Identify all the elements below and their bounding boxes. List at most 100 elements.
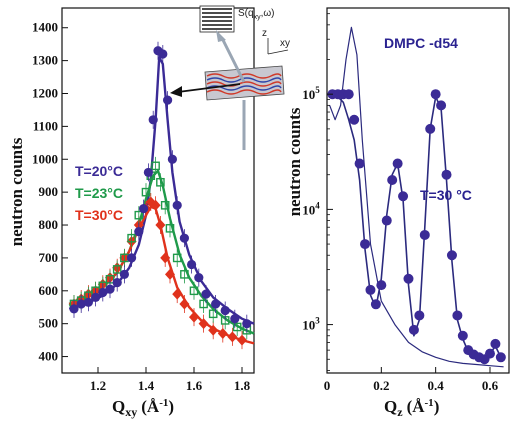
left-point-t20 (134, 227, 144, 237)
left-point-t30 (150, 199, 161, 211)
left-y-tick-label: 1100 (33, 118, 58, 133)
right-y-axis-label: neutron counts (285, 107, 304, 216)
left-point-t30 (179, 298, 190, 310)
inset-xy-axis (267, 49, 289, 55)
left-point-t20 (242, 319, 252, 329)
right-x-label-sub: z (397, 405, 403, 419)
right-data-point (403, 273, 414, 284)
right-data-point (408, 324, 419, 335)
left-point-t23 (160, 200, 170, 210)
legend-t23: T=23°C (75, 185, 123, 201)
wavevector-arrow (177, 83, 241, 93)
right-data-point (365, 284, 376, 295)
right-y-tick-base: 10 (302, 202, 315, 217)
left-x-label-sub: xy (125, 405, 137, 419)
right-data-point (495, 352, 506, 363)
left-x-axis-label: Qxy (Å-1) (112, 397, 174, 419)
inset-s-sub: xy (254, 14, 262, 21)
legend-t20: T=20°C (75, 163, 123, 179)
right-x-axis-label: Qz (Å-1) (384, 397, 439, 419)
left-x-label-unit: (Å (141, 397, 160, 416)
left-point-t20 (139, 203, 149, 214)
right-data-point (446, 250, 457, 261)
left-point-t20 (83, 297, 93, 307)
right-y-tick-exp: 5 (315, 85, 320, 95)
left-point-t30 (189, 311, 199, 323)
right-data-point (457, 330, 468, 341)
inset-s-q: S(q (238, 8, 254, 19)
left-point-t30 (237, 334, 247, 346)
right-data-point (381, 215, 392, 226)
right-x-tick-label: 0 (324, 378, 331, 393)
right-plot-frame (326, 7, 510, 374)
right-y-tick-base: 10 (302, 318, 315, 333)
left-y-axis-label: neutron counts (7, 137, 26, 246)
left-point-t20 (220, 305, 230, 316)
left-point-t23 (134, 210, 144, 220)
scattered-beam-arrowhead (216, 30, 226, 42)
right-data-point (452, 310, 463, 321)
left-point-t23 (208, 309, 218, 319)
left-y-tick-label: 1300 (32, 53, 58, 68)
left-point-t20 (201, 289, 211, 299)
left-point-t20 (163, 95, 173, 105)
left-point-t20 (105, 284, 115, 294)
left-point-t30 (217, 328, 228, 340)
left-point-t23 (232, 322, 242, 332)
right-data-point (430, 89, 441, 100)
left-point-t20 (172, 200, 182, 210)
scattering-schematic-inset: S(qxy,ω) z xy (170, 5, 290, 150)
right-data-point (376, 280, 387, 291)
right-data-point (354, 158, 365, 169)
left-x-tick-label: 1.2 (90, 378, 106, 393)
right-x-label-sup: -1 (425, 397, 434, 409)
right-data-point (414, 310, 425, 321)
right-x-label-unit: (Å (407, 397, 426, 416)
left-point-t23 (199, 299, 208, 309)
right-y-tick-label: 104 (302, 200, 320, 217)
left-point-t20 (98, 287, 108, 298)
left-point-t30 (165, 268, 175, 280)
left-data-points (69, 41, 252, 350)
left-point-t20 (230, 314, 240, 324)
left-point-t20 (91, 292, 101, 302)
right-data-point (343, 89, 354, 100)
right-data-point (419, 229, 430, 240)
left-point-t30 (227, 331, 238, 343)
inset-z-label: z (262, 28, 267, 39)
right-data-point (360, 239, 371, 250)
right-data-point (490, 338, 501, 349)
right-x-label-close: ) (434, 397, 440, 416)
right-data-point (387, 174, 398, 185)
legend-t30: T=30°C (75, 207, 123, 223)
left-x-label-q: Q (112, 397, 125, 416)
right-fit-curve-2 (329, 26, 504, 368)
left-point-t23 (112, 265, 122, 274)
left-point-t20 (187, 259, 197, 270)
right-data-points (327, 89, 506, 365)
left-point-t23 (141, 187, 151, 197)
right-data-point (484, 348, 495, 359)
right-x-tick-label: 0.2 (373, 378, 389, 393)
left-chart: 1.2 1.4 1.6 1.8 400 500 600 700 800 900 1000 1100 1… (7, 7, 255, 419)
left-point-t23 (156, 177, 165, 187)
left-point-t20 (76, 299, 86, 309)
left-point-t20 (148, 115, 158, 125)
left-point-t23 (165, 224, 175, 233)
left-point-t23 (189, 286, 199, 296)
inset-xy-label: xy (280, 38, 290, 49)
left-point-t23 (151, 161, 160, 171)
right-y-tick-exp: 4 (315, 200, 320, 210)
left-point-t20 (158, 49, 168, 59)
left-point-t20 (119, 269, 129, 279)
inset-s-tail: ,ω) (261, 8, 275, 19)
left-point-t23 (180, 270, 189, 279)
left-point-t30 (208, 324, 219, 336)
right-x-label-q: Q (384, 397, 397, 416)
left-plot-frame (61, 7, 255, 374)
left-x-tick-label: 1.8 (234, 378, 251, 393)
right-data-point (349, 114, 360, 125)
left-x-ticks: 1.2 1.4 1.6 1.8 (90, 367, 251, 393)
